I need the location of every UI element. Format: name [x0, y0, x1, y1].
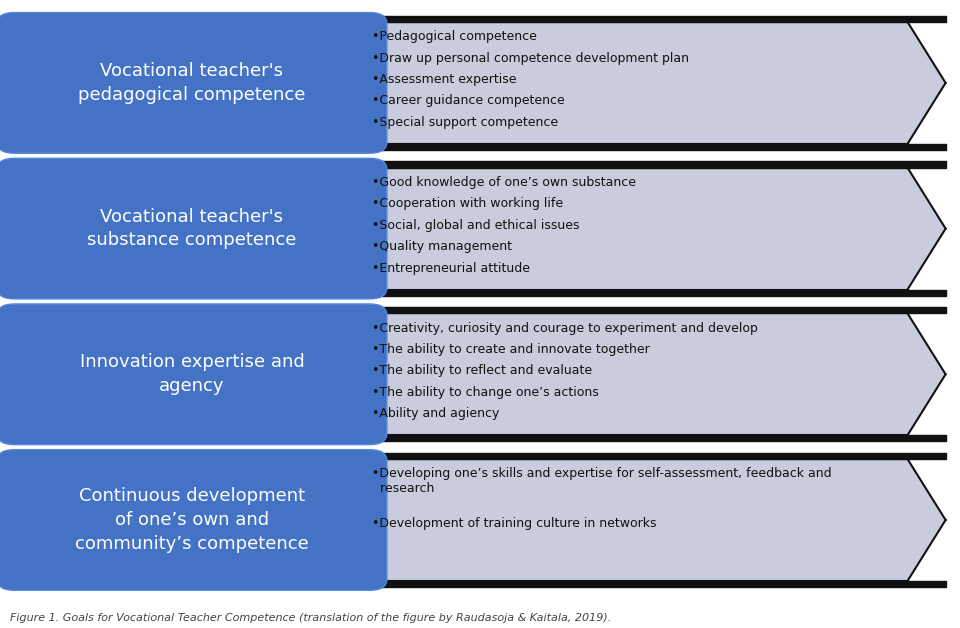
Text: •Quality management: •Quality management — [372, 240, 512, 253]
Text: •Creativity, curiosity and courage to experiment and develop: •Creativity, curiosity and courage to ex… — [372, 322, 757, 335]
Text: Continuous development
of one’s own and
community’s competence: Continuous development of one’s own and … — [75, 487, 309, 553]
Text: •The ability to change one’s actions: •The ability to change one’s actions — [372, 386, 598, 399]
Text: •Good knowledge of one’s own substance: •Good knowledge of one’s own substance — [372, 176, 636, 189]
Text: Vocational teacher's
pedagogical competence: Vocational teacher's pedagogical compete… — [79, 62, 305, 104]
Polygon shape — [360, 459, 946, 581]
Text: •Ability and agiency: •Ability and agiency — [372, 408, 499, 420]
Text: •The ability to create and innovate together: •The ability to create and innovate toge… — [372, 343, 649, 356]
FancyBboxPatch shape — [0, 304, 387, 445]
FancyBboxPatch shape — [0, 450, 387, 590]
Text: •Development of training culture in networks: •Development of training culture in netw… — [372, 517, 656, 529]
Text: •Assessment expertise: •Assessment expertise — [372, 73, 516, 86]
FancyBboxPatch shape — [0, 13, 387, 153]
Text: Vocational teacher's
substance competence: Vocational teacher's substance competenc… — [87, 208, 297, 249]
Polygon shape — [360, 168, 946, 290]
Text: •The ability to reflect and evaluate: •The ability to reflect and evaluate — [372, 364, 591, 377]
FancyBboxPatch shape — [0, 158, 387, 299]
Text: •Social, global and ethical issues: •Social, global and ethical issues — [372, 219, 579, 232]
Text: •Special support competence: •Special support competence — [372, 116, 558, 129]
Text: Figure 1. Goals for Vocational Teacher Competence (translation of the figure by : Figure 1. Goals for Vocational Teacher C… — [10, 613, 611, 623]
Polygon shape — [360, 313, 946, 435]
Text: •Career guidance competence: •Career guidance competence — [372, 94, 564, 107]
Text: •Draw up personal competence development plan: •Draw up personal competence development… — [372, 51, 688, 65]
Text: •Cooperation with working life: •Cooperation with working life — [372, 197, 563, 210]
Text: •Pedagogical competence: •Pedagogical competence — [372, 30, 537, 43]
Text: •Entrepreneurial attitude: •Entrepreneurial attitude — [372, 262, 530, 274]
Polygon shape — [360, 22, 946, 144]
Text: •Developing one’s skills and expertise for self-assessment, feedback and
  resea: •Developing one’s skills and expertise f… — [372, 467, 831, 495]
Text: Innovation expertise and
agency: Innovation expertise and agency — [80, 354, 304, 395]
